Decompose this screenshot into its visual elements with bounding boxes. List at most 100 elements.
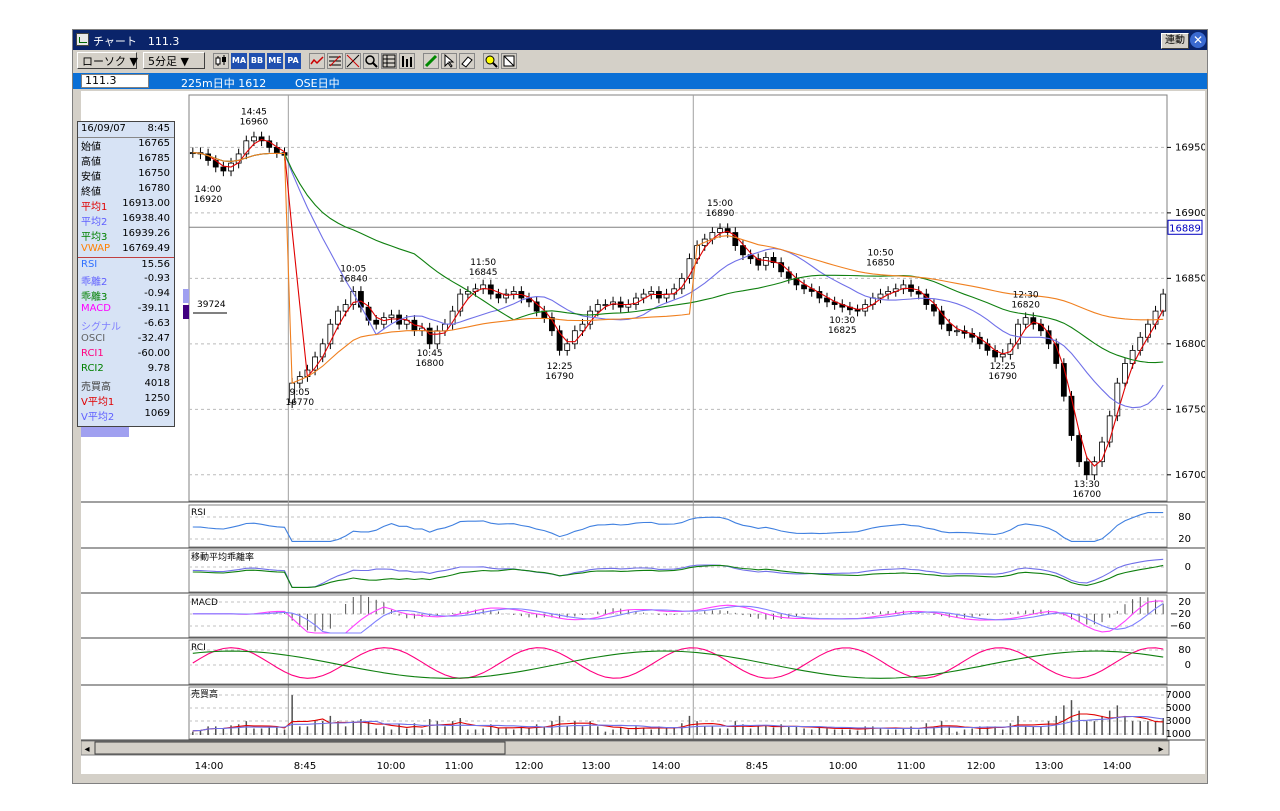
pen-icon[interactable]	[423, 53, 439, 69]
info-value: 16769.49	[122, 243, 170, 254]
info-row: 平均3 16939.26	[78, 227, 174, 243]
clear-icon[interactable]	[501, 53, 517, 69]
info-row: VWAP 16769.49	[78, 242, 174, 257]
interval-dropdown[interactable]: 5分足 ▼	[143, 52, 205, 69]
candle-body	[235, 153, 242, 164]
info-row: RSI 15.56	[78, 257, 174, 273]
annotation-price: 16770	[285, 398, 314, 408]
candle-body	[602, 304, 609, 306]
candle-body	[740, 245, 746, 256]
me-icon[interactable]: ME	[267, 53, 283, 69]
cursor-icon[interactable]	[441, 53, 457, 69]
y-tick-label: 16850	[1175, 273, 1205, 284]
info-row: RCI2 9.78	[78, 362, 174, 377]
ma2-line	[192, 152, 1164, 409]
candle-body	[457, 293, 464, 312]
pa-icon[interactable]: PA	[285, 53, 301, 69]
current-price-label: 16889	[1169, 223, 1201, 234]
grid-icon[interactable]	[381, 53, 397, 69]
rci-panel-frame	[188, 639, 1168, 685]
annotation-time: 10:05	[340, 264, 366, 274]
info-value: 16785	[138, 153, 170, 164]
candle-body	[258, 136, 265, 142]
candle-body	[785, 271, 792, 279]
macd-tick-label: −60	[1170, 621, 1191, 632]
candle-body	[1038, 323, 1044, 332]
candle-body	[327, 323, 334, 345]
window-title: チャート 111.3	[93, 35, 180, 48]
info-value: -0.93	[144, 273, 170, 284]
rsi-panel-frame	[188, 504, 1168, 548]
candle-icon[interactable]	[213, 53, 229, 69]
search-icon[interactable]	[483, 53, 499, 69]
rci-panel-title: RCI	[191, 643, 206, 653]
candle-body	[594, 304, 601, 312]
x-tick-label: 10:00	[829, 761, 858, 772]
annotation-price: 16790	[545, 372, 574, 382]
eraser-icon[interactable]	[459, 53, 475, 69]
info-row: 平均1 16913.00	[78, 197, 174, 213]
info-value: 8:45	[147, 123, 170, 134]
info-value: 16750	[138, 168, 170, 179]
x-tick-label: 13:00	[1035, 761, 1064, 772]
info-row: 売買高 4018	[78, 377, 174, 393]
info-panel: 16/09/07 8:45 始値 16765 高値 16785 安値 16750 終値 16780…	[77, 121, 175, 427]
bb-icon[interactable]: BB	[249, 53, 265, 69]
candle-body	[1152, 310, 1159, 325]
deviation-panel-title: 移動平均乖離率	[191, 551, 254, 563]
zoom-icon[interactable]	[363, 53, 379, 69]
price-chart[interactable]: 16700 16750 16800 16850 16900 16950 39724 16889…	[80, 91, 1207, 774]
candle-body	[510, 291, 517, 295]
vwap-line	[192, 152, 1164, 384]
candle-body	[778, 262, 785, 273]
symbol-input[interactable]: 111.3	[81, 74, 149, 88]
link-button[interactable]: 連動	[1161, 33, 1189, 49]
volume-tick-label: 5000	[1166, 703, 1191, 714]
candle-body	[571, 330, 578, 345]
rci-tick-label: 80	[1178, 645, 1191, 656]
chart-app-icon	[76, 33, 89, 46]
trend-icon[interactable]	[345, 53, 361, 69]
info-row: RCI1 -60.00	[78, 347, 174, 362]
info-label: RCI1	[81, 348, 104, 359]
chart-type-dropdown[interactable]: ローソク ▼	[77, 52, 138, 69]
current-price-box	[1167, 219, 1203, 235]
x-tick-label: 14:00	[195, 761, 224, 772]
bars-icon[interactable]	[399, 53, 415, 69]
rci1-line	[192, 647, 1164, 679]
volume-panel-title: 売買高	[191, 688, 218, 700]
y-tick-label: 16900	[1175, 208, 1205, 219]
info-label: V平均2	[81, 412, 115, 423]
annotation-time: 10:30	[829, 316, 855, 326]
deviation-tick-label: 0	[1185, 562, 1191, 573]
ma-icon[interactable]: MA	[231, 53, 247, 69]
annotation-time: 14:00	[195, 185, 221, 195]
annotation-price: 16700	[1072, 490, 1101, 500]
candle-body	[342, 304, 349, 312]
fibonacci-icon[interactable]	[327, 53, 343, 69]
info-label: 高値	[81, 157, 101, 168]
x-tick-label: 8:45	[294, 761, 316, 772]
info-value: 4018	[144, 378, 170, 389]
x-tick-label: 13:00	[582, 761, 611, 772]
candle-body	[426, 327, 433, 345]
candle-body	[953, 330, 960, 333]
title-bar[interactable]: チャート 111.3 連動 ✕	[73, 30, 1207, 50]
info-row: 終値 16780	[78, 182, 174, 198]
annotation-price: 16920	[194, 195, 223, 205]
candle-body	[640, 293, 647, 299]
candle-body	[1068, 395, 1075, 436]
info-value: 16780	[138, 183, 170, 194]
info-label: 乖離2	[81, 277, 108, 288]
close-icon[interactable]: ✕	[1190, 32, 1206, 48]
candle-body	[854, 309, 861, 312]
info-label: 平均2	[81, 217, 108, 228]
annotation-time: 12:25	[990, 362, 1016, 372]
info-label: RCI2	[81, 363, 104, 374]
candle-body	[243, 140, 250, 155]
candle-body	[946, 323, 953, 332]
info-row: 乖離2 -0.93	[78, 272, 174, 288]
plot-area[interactable]: 16700 16750 16800 16850 16900 16950 39724 16889…	[80, 91, 1207, 774]
annotation-price: 16960	[240, 117, 269, 127]
line-tool-icon[interactable]	[309, 53, 325, 69]
